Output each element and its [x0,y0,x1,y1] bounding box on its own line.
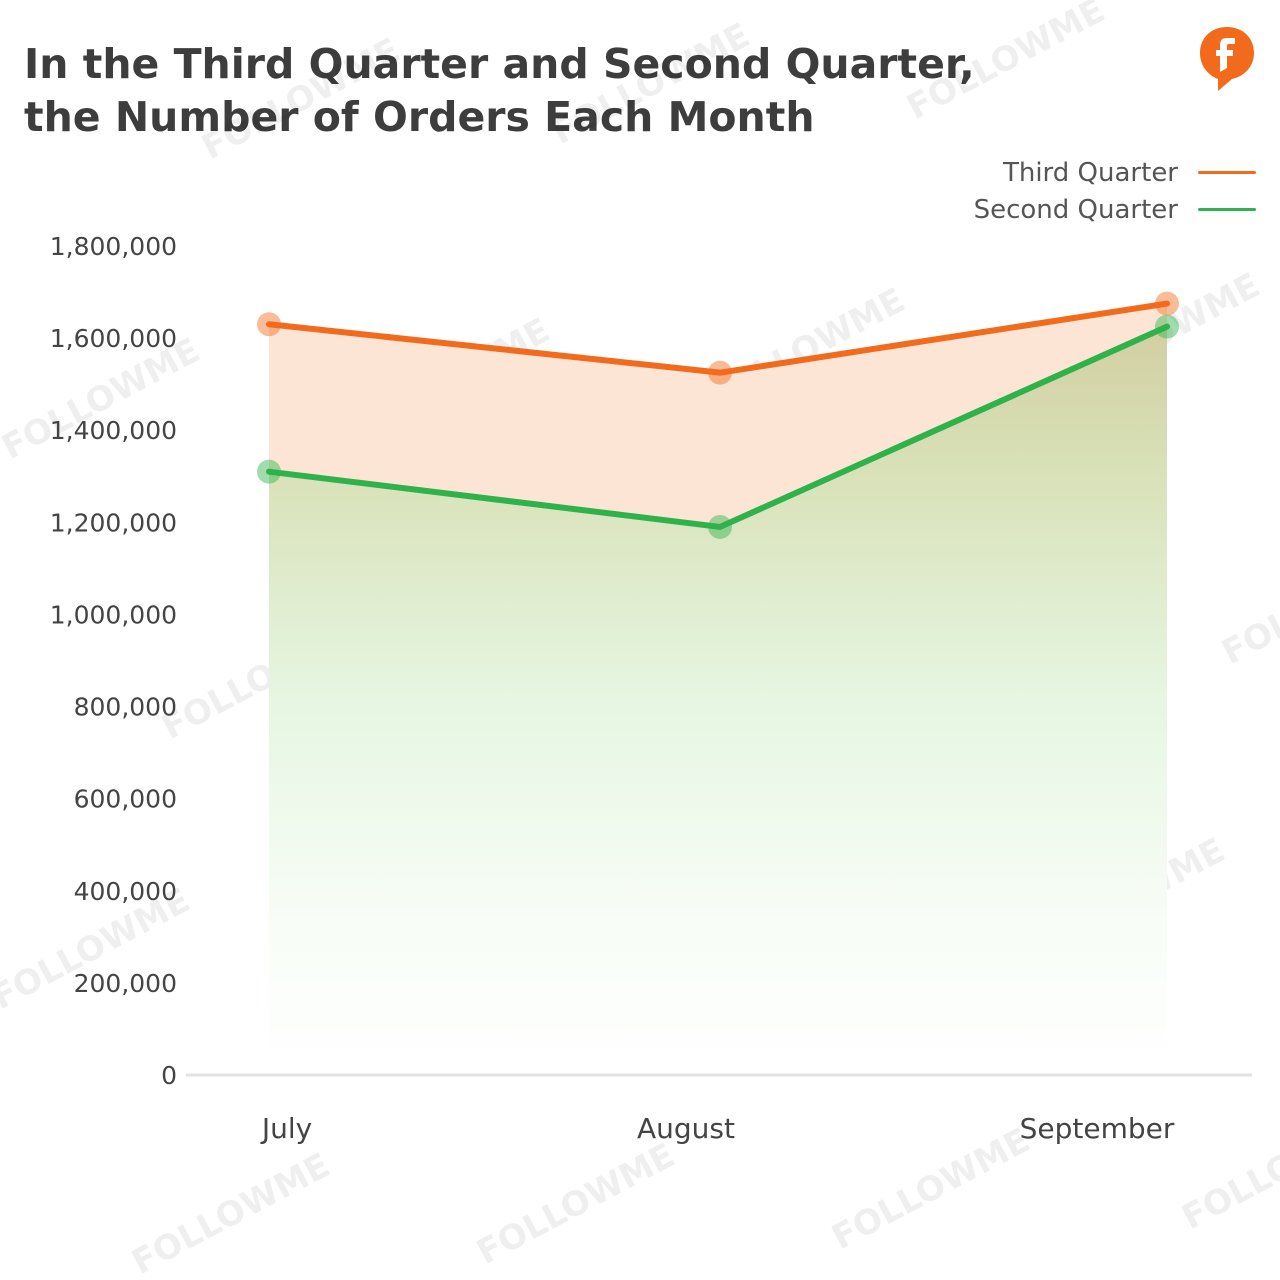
data-point-second-quarter [257,459,281,484]
data-point-second-quarter [708,514,732,539]
series-line-second-quarter [266,323,1170,530]
y-tick-label: 0 [161,1061,177,1090]
legend-swatch-third-quarter [1198,171,1256,174]
watermark-text: FOLLOWME [1175,1100,1280,1238]
y-tick-label: 1,200,000 [50,508,177,537]
legend-item-second-quarter: Second Quarter [974,191,1256,228]
data-point-third-quarter [1155,291,1179,316]
watermark-text: FOLLOWME [900,0,1111,128]
legend-label-third-quarter: Third Quarter [1002,157,1178,188]
legend-swatch-second-quarter [1198,208,1256,211]
data-point-second-quarter [1155,314,1179,339]
watermark-text: FOLLOWME [195,30,406,168]
y-tick-label: 1,000,000 [50,600,177,629]
legend: Third Quarter Second Quarter [974,154,1256,228]
chart-title: In the Third Quarter and Second Quarter,… [24,38,1024,144]
y-tick-label: 1,600,000 [50,324,177,353]
y-tick-label: 1,800,000 [50,232,177,261]
chart-title-line-2: the Number of Orders Each Month [24,93,815,141]
legend-item-third-quarter: Third Quarter [974,154,1256,191]
chart-title-line-1: In the Third Quarter and Second Quarter, [24,40,975,88]
x-tick-label: July [260,1112,312,1145]
data-point-third-quarter [708,360,732,385]
watermark-text: FOLLOWME [125,1145,336,1280]
y-tick-label: 600,000 [74,785,177,814]
watermark-text: FOLLOWME [470,1135,681,1273]
y-tick-label: 800,000 [74,693,177,722]
area-second-quarter [269,326,1167,1075]
series-lines [266,300,1170,530]
data-points [257,291,1179,539]
y-tick-label: 1,400,000 [50,416,177,445]
series-line-third-quarter [266,300,1170,376]
watermark-text: FOLLOWME [545,15,756,153]
legend-label-second-quarter: Second Quarter [973,194,1178,225]
followme-logo-icon [1200,27,1254,91]
y-tick-label: 400,000 [74,877,177,906]
watermark-text: FOLLOWME [825,1120,1036,1258]
x-tick-label: August [637,1112,735,1145]
area-third-quarter [269,303,1167,527]
y-tick-label: 200,000 [74,969,177,998]
y-axis-ticks: 0 200,000 400,000 600,000 800,000 1,000,000 1,… [50,232,177,1090]
x-axis-ticks: July August September [260,1112,1175,1145]
x-tick-label: September [1020,1112,1175,1145]
area-layer [269,303,1167,1075]
data-point-third-quarter [257,312,281,337]
watermark-text: FOLLOWME [1215,535,1280,673]
